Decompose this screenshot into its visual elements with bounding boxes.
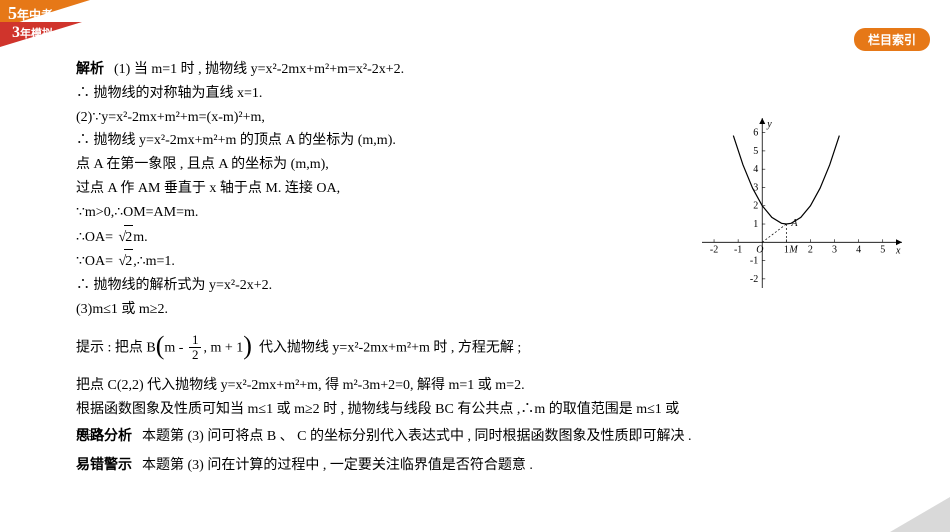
line-13: 把点 C(2,2) 代入抛物线 y=x²-2mx+m²+m, 得 m²-3m+2… xyxy=(76,374,906,398)
svg-text:O: O xyxy=(756,244,763,255)
line-12: 提示 : 把点 B(m - 12, m + 1) 代入抛物线 y=x²-2mx+… xyxy=(76,326,906,370)
svg-text:2: 2 xyxy=(753,201,758,212)
line-11: (3)m≤1 或 m≥2. xyxy=(76,298,906,322)
line-14: 根据函数图象及性质可知当 m≤1 或 m≥2 时 , 抛物线与线段 BC 有公共… xyxy=(76,398,906,422)
line-2: ∴ 抛物线的对称轴为直线 x=1. xyxy=(76,82,906,106)
svg-text:5: 5 xyxy=(880,244,885,255)
index-pill[interactable]: 栏目索引 xyxy=(854,28,930,51)
line-1: (1) 当 m=1 时 , 抛物线 y=x²-2mx+m²+m=x²-2x+2. xyxy=(114,62,404,77)
svg-text:y: y xyxy=(766,119,772,130)
logo-text-top: 5年中考 xyxy=(8,3,53,24)
corner-triangle xyxy=(890,497,950,532)
warning-label: 易错警示 xyxy=(76,458,132,473)
parabola-chart: -2-112345-2-1123456OxyAM xyxy=(702,118,902,288)
svg-text:-1: -1 xyxy=(734,244,742,255)
svg-text:1: 1 xyxy=(784,244,789,255)
svg-text:5: 5 xyxy=(753,146,758,157)
svg-text:M: M xyxy=(788,244,798,255)
svg-text:6: 6 xyxy=(753,128,758,139)
line-15: 本题第 (3) 问可将点 B 、 C 的坐标分别代入表达式中 , 同时根据函数图… xyxy=(142,429,692,444)
svg-text:3: 3 xyxy=(832,244,837,255)
line-14b: m≥2. xyxy=(76,422,105,446)
logo-badge: 5年中考 3年模拟 xyxy=(0,0,90,55)
svg-text:A: A xyxy=(790,218,798,229)
logo-text-bot: 3年模拟 xyxy=(12,24,53,42)
svg-text:4: 4 xyxy=(753,164,758,175)
svg-text:x: x xyxy=(895,245,901,256)
svg-text:4: 4 xyxy=(856,244,861,255)
svg-text:-2: -2 xyxy=(750,274,758,285)
answer-label: 解析 xyxy=(76,62,104,77)
svg-text:-2: -2 xyxy=(710,244,718,255)
svg-text:2: 2 xyxy=(808,244,813,255)
svg-text:1: 1 xyxy=(753,219,758,230)
svg-text:-1: -1 xyxy=(750,256,758,267)
line-16: 本题第 (3) 问在计算的过程中 , 一定要关注临界值是否符合题意 . xyxy=(142,458,533,473)
